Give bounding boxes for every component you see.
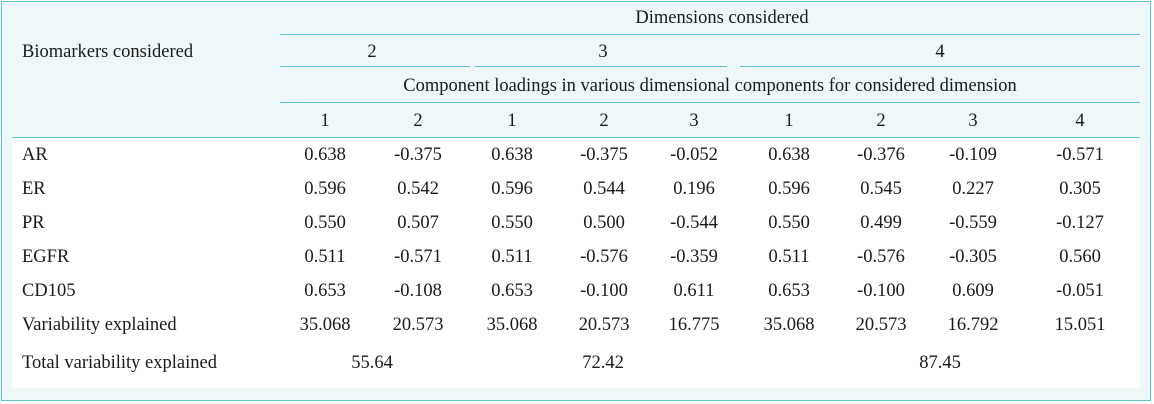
table-cell: 16.792 [947, 315, 999, 335]
row-label: AR [22, 145, 48, 165]
table-cell: 0.196 [673, 179, 715, 199]
table-cell: 35.068 [299, 315, 351, 335]
component-header: 2 [413, 111, 423, 131]
table-cell: 0.550 [491, 213, 533, 233]
component-header: 1 [507, 111, 517, 131]
total-value: 55.64 [351, 353, 393, 373]
table-cell: 0.638 [491, 145, 533, 165]
table-cell: -0.376 [857, 145, 905, 165]
table-cell: -0.571 [394, 247, 442, 267]
table-cell: 0.511 [491, 247, 533, 267]
table-cell: 0.596 [491, 179, 533, 199]
table-cell: 20.573 [578, 315, 630, 335]
table-cell: 0.596 [768, 179, 810, 199]
dim-2-header: 2 [367, 42, 377, 62]
table-cell: 0.500 [583, 213, 625, 233]
table-cell: 15.051 [1054, 315, 1106, 335]
table-cell: -0.559 [949, 213, 997, 233]
table-cell: -0.127 [1056, 213, 1104, 233]
table-cell: 0.511 [304, 247, 346, 267]
table-cell: 0.499 [860, 213, 902, 233]
table-cell: 0.560 [1059, 247, 1101, 267]
table-cell: 0.542 [397, 179, 439, 199]
table-cell: -0.108 [394, 281, 442, 301]
table-cell: -0.576 [857, 247, 905, 267]
component-header: 4 [1075, 111, 1085, 131]
row-label: ER [22, 179, 46, 199]
component-header: 3 [968, 111, 978, 131]
table-cell: -0.052 [670, 145, 718, 165]
table-cell: 0.511 [768, 247, 810, 267]
component-header: 2 [599, 111, 609, 131]
table-cell: -0.100 [580, 281, 628, 301]
biomarkers-header: Biomarkers considered [22, 42, 194, 62]
table-cell: -0.051 [1056, 281, 1104, 301]
dim-3-rule [475, 66, 727, 67]
table-cell: 0.638 [304, 145, 346, 165]
table-cell: -0.544 [670, 213, 718, 233]
dim-2-rule [280, 66, 470, 67]
header-rule-1 [280, 34, 1140, 35]
table-cell: 0.653 [304, 281, 346, 301]
table-cell: -0.375 [580, 145, 628, 165]
row-label: EGFR [22, 247, 70, 267]
table-cell: 0.550 [768, 213, 810, 233]
table-cell: 0.611 [673, 281, 715, 301]
row-label: Variability explained [22, 315, 177, 335]
table-cell: 0.544 [583, 179, 625, 199]
table-cell: 0.305 [1059, 179, 1101, 199]
dimensions-header: Dimensions considered [635, 8, 809, 28]
table-cell: -0.305 [949, 247, 997, 267]
table-cell: 20.573 [855, 315, 907, 335]
table-cell: 16.775 [668, 315, 720, 335]
component-header: 1 [320, 111, 330, 131]
table-cell: -0.100 [857, 281, 905, 301]
header-rule-3 [12, 137, 1140, 138]
table-body [12, 138, 1140, 388]
table-cell: -0.571 [1056, 145, 1104, 165]
loadings-header: Component loadings in various dimensiona… [403, 76, 1017, 96]
table-cell: -0.109 [949, 145, 997, 165]
dim-4-rule [740, 66, 1140, 67]
dim-3-header: 3 [598, 42, 608, 62]
total-label: Total variability explained [22, 353, 217, 373]
table-cell: 0.227 [952, 179, 994, 199]
dim-4-header: 4 [935, 42, 945, 62]
component-header: 1 [784, 111, 794, 131]
total-value: 87.45 [919, 353, 961, 373]
table-cell: 0.596 [304, 179, 346, 199]
table-cell: 35.068 [763, 315, 815, 335]
header-rule-2 [280, 102, 1140, 103]
table-cell: 0.545 [860, 179, 902, 199]
row-label: PR [22, 213, 45, 233]
table-cell: 0.550 [304, 213, 346, 233]
table-cell: -0.359 [670, 247, 718, 267]
component-header: 2 [876, 111, 886, 131]
total-value: 72.42 [582, 353, 624, 373]
table-cell: 0.653 [768, 281, 810, 301]
table-cell: -0.576 [580, 247, 628, 267]
row-label: CD105 [22, 281, 76, 301]
table-cell: 35.068 [486, 315, 538, 335]
table-cell: 0.609 [952, 281, 994, 301]
component-header: 3 [689, 111, 699, 131]
table-cell: 20.573 [392, 315, 444, 335]
table-cell: 0.653 [491, 281, 533, 301]
table-cell: 0.507 [397, 213, 439, 233]
table-cell: -0.375 [394, 145, 442, 165]
table-cell: 0.638 [768, 145, 810, 165]
